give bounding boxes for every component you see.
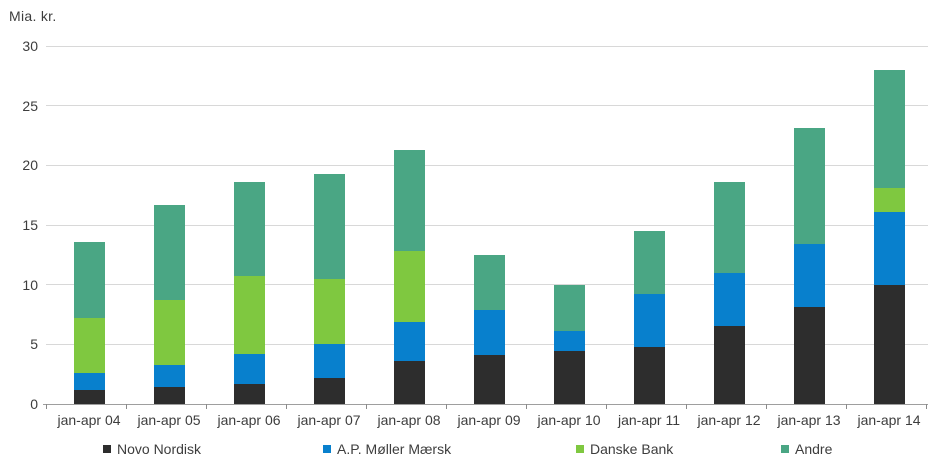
bar-segment-danske-bank xyxy=(314,278,345,345)
y-tick-label: 30 xyxy=(22,38,38,54)
x-category-label: jan-apr 10 xyxy=(537,412,601,428)
bar-segment-a-p-m-ller-m-rsk xyxy=(874,211,905,285)
legend-swatch-icon xyxy=(103,444,111,453)
legend-item-andre: Andre xyxy=(781,440,832,457)
bar-segment-novo-nordisk xyxy=(554,351,585,404)
bar-segment-andre xyxy=(874,69,905,188)
bar-segment-novo-nordisk xyxy=(74,389,105,404)
x-category-label: jan-apr 05 xyxy=(137,412,201,428)
x-tick-mark xyxy=(286,404,287,409)
x-tick-mark xyxy=(206,404,207,409)
bar-segment-a-p-m-ller-m-rsk xyxy=(554,331,585,352)
bar-segment-novo-nordisk xyxy=(634,346,665,404)
legend-swatch-icon xyxy=(781,444,789,453)
bar-segment-novo-nordisk xyxy=(154,387,185,404)
x-tick-mark xyxy=(46,404,47,409)
legend-label: Danske Bank xyxy=(590,440,674,457)
bar-segment-danske-bank xyxy=(154,300,185,365)
bar-segment-andre xyxy=(394,149,425,252)
bar-segment-andre xyxy=(554,284,585,332)
bar-segment-andre xyxy=(74,241,105,319)
bar-segment-danske-bank xyxy=(234,276,265,354)
x-tick-mark xyxy=(606,404,607,409)
x-tick-mark xyxy=(366,404,367,409)
bar-segment-a-p-m-ller-m-rsk xyxy=(474,309,505,356)
bar-segment-novo-nordisk xyxy=(474,355,505,404)
legend-item-a-p-m-ller-m-rsk: A.P. Møller Mærsk xyxy=(323,440,451,457)
bar-segment-novo-nordisk xyxy=(234,383,265,404)
x-tick-mark xyxy=(766,404,767,409)
bar-segment-a-p-m-ller-m-rsk xyxy=(794,244,825,308)
bar-segment-danske-bank xyxy=(74,318,105,373)
bar-segment-novo-nordisk xyxy=(874,284,905,404)
bar-segment-a-p-m-ller-m-rsk xyxy=(154,364,185,388)
legend-label: Andre xyxy=(795,440,833,457)
bar-segment-a-p-m-ller-m-rsk xyxy=(74,372,105,390)
bar-segment-a-p-m-ller-m-rsk xyxy=(234,353,265,384)
y-tick-label: 20 xyxy=(22,157,38,174)
bar-segment-novo-nordisk xyxy=(394,361,425,404)
bar-segment-a-p-m-ller-m-rsk xyxy=(714,272,745,327)
bar-segment-andre xyxy=(154,204,185,301)
x-category-label: jan-apr 13 xyxy=(777,412,841,428)
x-tick-mark xyxy=(446,404,447,409)
x-category-label: jan-apr 06 xyxy=(217,412,281,428)
gridline xyxy=(46,164,928,166)
legend-swatch-icon xyxy=(323,444,331,453)
bar-segment-danske-bank xyxy=(394,251,425,322)
x-tick-mark xyxy=(846,404,847,409)
bar-segment-andre xyxy=(794,128,825,245)
x-category-label: jan-apr 07 xyxy=(297,412,361,428)
x-category-label: jan-apr 04 xyxy=(57,412,121,428)
y-tick-label: 10 xyxy=(22,276,38,293)
x-tick-mark xyxy=(926,404,927,409)
bar-segment-andre xyxy=(314,173,345,279)
gridline xyxy=(46,105,928,107)
x-axis-line xyxy=(43,403,928,405)
bar-segment-danske-bank xyxy=(874,188,905,212)
bar-segment-a-p-m-ller-m-rsk xyxy=(634,294,665,347)
chart-title: Mia. kr. xyxy=(9,8,57,24)
x-category-label: jan-apr 11 xyxy=(617,412,680,428)
gridline xyxy=(46,224,928,226)
bar-segment-andre xyxy=(234,182,265,277)
legend-item-danske-bank: Danske Bank xyxy=(576,440,673,457)
y-tick-label: 25 xyxy=(22,97,38,114)
x-category-label: jan-apr 14 xyxy=(857,412,921,428)
legend-label: Novo Nordisk xyxy=(117,440,202,457)
x-category-label: jan-apr 12 xyxy=(697,412,761,428)
bar-segment-andre xyxy=(714,182,745,273)
bar-segment-a-p-m-ller-m-rsk xyxy=(314,344,345,378)
y-tick-label: 0 xyxy=(30,396,38,412)
legend-label: A.P. Møller Mærsk xyxy=(337,440,452,457)
legend-item-novo-nordisk: Novo Nordisk xyxy=(103,440,201,457)
legend-swatch-icon xyxy=(576,444,584,453)
y-tick-label: 15 xyxy=(22,217,38,233)
gridline xyxy=(46,45,928,47)
x-category-label: jan-apr 09 xyxy=(457,412,521,428)
bar-segment-a-p-m-ller-m-rsk xyxy=(394,321,425,362)
x-tick-mark xyxy=(126,404,127,409)
x-tick-mark xyxy=(686,404,687,409)
bar-segment-novo-nordisk xyxy=(714,326,745,404)
bar-segment-novo-nordisk xyxy=(314,377,345,404)
bar-segment-andre xyxy=(634,230,665,295)
bar-segment-andre xyxy=(474,254,505,310)
y-tick-label: 5 xyxy=(30,336,38,353)
x-category-label: jan-apr 08 xyxy=(377,412,441,428)
x-tick-mark xyxy=(526,404,527,409)
bar-segment-novo-nordisk xyxy=(794,307,825,404)
